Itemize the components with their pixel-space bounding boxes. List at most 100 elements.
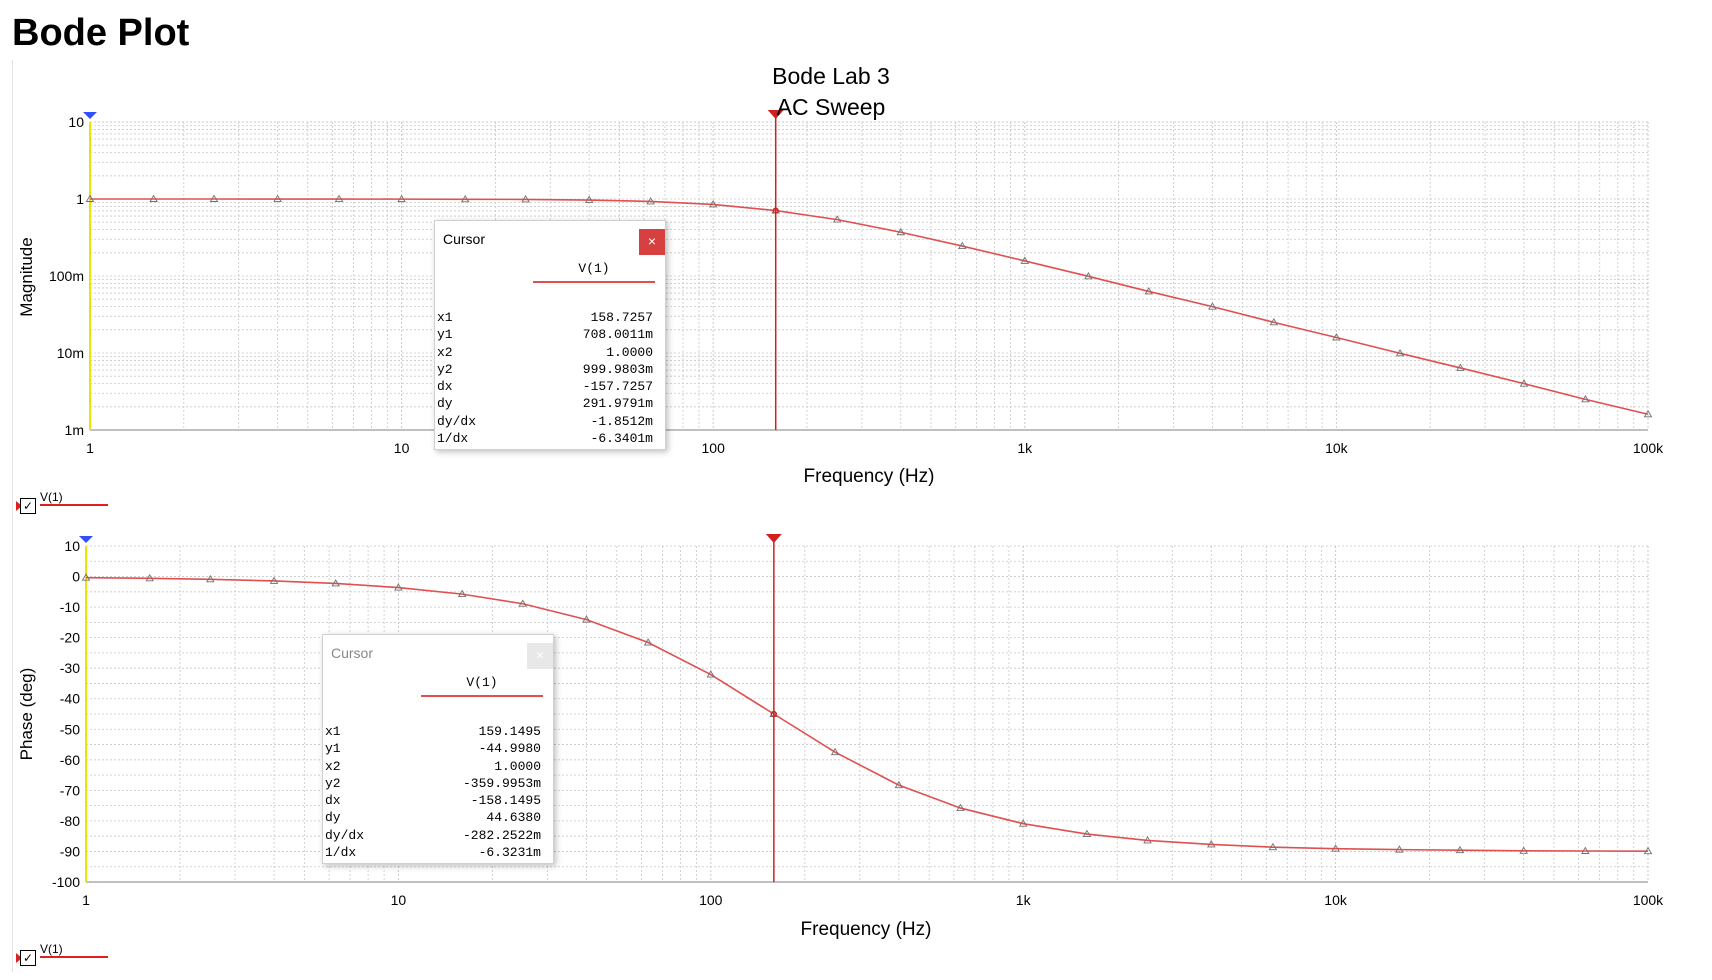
data-point xyxy=(832,215,842,223)
cursor-column-swatch xyxy=(421,695,543,697)
y-tick-label: -40 xyxy=(60,691,80,707)
cursor-panel-phase[interactable]: Cursor × V(1) x1 159.1495 y1 -44.9980 x2 1.00… xyxy=(322,634,554,864)
cursor-row-value: 291.9791m xyxy=(582,396,653,412)
close-icon[interactable]: × xyxy=(527,643,553,669)
data-point xyxy=(1395,845,1404,853)
cursor-row-label: y1 xyxy=(325,741,341,757)
y-tick-label: 100m xyxy=(49,268,84,284)
cursor-row-value: -359.9953m xyxy=(462,775,541,791)
cursor-row: dx -158.1495 xyxy=(325,792,541,809)
series-line xyxy=(90,198,1649,416)
data-point xyxy=(1581,846,1590,854)
y-tick-label: 0 xyxy=(72,569,80,585)
cursor-row: dx -157.7257 xyxy=(437,378,653,395)
cursor-panel-title: Cursor xyxy=(443,231,486,247)
data-point xyxy=(334,194,344,203)
y-tick-label: 10 xyxy=(68,114,84,130)
data-point xyxy=(1456,363,1465,371)
data-point xyxy=(646,197,655,205)
cursor-row-value: 708.0011m xyxy=(582,327,653,343)
legend-checkbox[interactable]: ✓ xyxy=(20,498,36,514)
y-axis-label: Magnitude xyxy=(17,237,36,316)
cursor-row: dy 44.6380 xyxy=(325,809,541,826)
cursor-row: x1 158.7257 xyxy=(437,309,653,326)
cursor-row: 1/dx -6.3401m xyxy=(437,430,653,447)
data-point xyxy=(957,241,967,249)
data-point xyxy=(397,194,406,203)
cursor-row-value: -282.2522m xyxy=(462,827,541,843)
data-point xyxy=(85,194,95,202)
data-point xyxy=(708,200,718,208)
data-point xyxy=(584,195,594,203)
cursor-row-label: dx xyxy=(437,379,453,395)
grid xyxy=(85,545,1649,883)
cursor-panel-magnitude[interactable]: Cursor × V(1) x1 158.7257 y1 708.0011m x2 1.0… xyxy=(434,220,666,450)
grid xyxy=(89,121,1649,431)
y-tick-label: -10 xyxy=(60,599,80,615)
data-point xyxy=(1084,271,1093,280)
magnitude-chart[interactable]: Frequency (Hz) Magnitude 1 10 100 1k 10k 100k… xyxy=(17,63,1664,487)
cursor-panel-title: Cursor xyxy=(331,645,374,661)
x-tick-label: 10k xyxy=(1325,440,1349,456)
data-point xyxy=(1020,256,1030,264)
cursor-row-label: y2 xyxy=(437,361,453,377)
x-axis-label: Frequency (Hz) xyxy=(804,466,935,487)
data-point xyxy=(457,589,467,598)
data-point xyxy=(1208,302,1217,310)
data-point xyxy=(394,583,403,591)
cursor-row-value: 1.0000 xyxy=(494,758,541,774)
x-tick-label: 100k xyxy=(1633,440,1664,456)
cursor-row-value: 158.7257 xyxy=(590,310,653,325)
data-point xyxy=(1268,842,1278,851)
phase-chart[interactable]: Frequency (Hz) Phase (deg) 1 10 100 1k 10k 10… xyxy=(17,534,1664,940)
x-tick-label: 100k xyxy=(1633,892,1664,908)
data-point xyxy=(1581,394,1590,403)
cursor-column-header: V(1) xyxy=(466,675,498,690)
legend-label: V(1) xyxy=(40,942,63,956)
cursor-row: y1 708.0011m xyxy=(437,326,653,343)
y-tick-label: -80 xyxy=(60,813,80,829)
cursor-row-value: -157.7257 xyxy=(582,379,653,395)
cursor-row-value: -44.9980 xyxy=(478,741,541,757)
cursor-row-label: x1 xyxy=(437,310,453,325)
data-point xyxy=(206,574,215,583)
data-point xyxy=(643,638,653,646)
cursor-row: x1 159.1495 xyxy=(325,723,541,740)
cursor-row: y2 -359.9953m xyxy=(325,775,541,792)
cursor-row-label: dy/dx xyxy=(437,413,477,429)
y-tick-label: -20 xyxy=(60,630,80,646)
chart-subtitle: AC Sweep xyxy=(777,94,886,120)
legend-phase[interactable]: ✓ V(1) xyxy=(16,942,116,968)
trace-marker-icon xyxy=(16,953,22,963)
legend-swatch xyxy=(40,504,108,506)
x-tick-label: 1k xyxy=(1016,892,1032,908)
cursor-row-label: y1 xyxy=(437,327,453,343)
data-point xyxy=(1144,287,1154,295)
data-point xyxy=(1269,317,1279,326)
legend-magnitude[interactable]: ✓ V(1) xyxy=(16,490,116,516)
chart-title: Bode Lab 3 xyxy=(772,63,890,89)
cursor-row-label: dx xyxy=(325,793,341,809)
cursor-column-header: V(1) xyxy=(578,261,610,276)
y-tick-label: -50 xyxy=(60,721,80,737)
cursor-1-point xyxy=(770,710,777,718)
y-tick-label: -30 xyxy=(60,660,80,676)
close-icon[interactable]: × xyxy=(639,229,665,255)
data-point xyxy=(518,599,527,607)
x-tick-label: 1 xyxy=(82,892,90,908)
data-point xyxy=(956,803,965,812)
cursor-row-value: -6.3401m xyxy=(590,431,653,447)
data-point xyxy=(1082,829,1092,837)
data-point xyxy=(149,194,158,202)
x-axis-label: Frequency (Hz) xyxy=(801,919,932,940)
data-point xyxy=(1018,819,1028,827)
cursor-1-point xyxy=(772,207,779,214)
cursor-row: dy 291.9791m xyxy=(437,395,653,412)
data-point xyxy=(1455,845,1465,854)
data-point xyxy=(273,194,282,202)
cursor-row: dy/dx -1.8512m xyxy=(437,413,653,430)
cursor-row-label: dy/dx xyxy=(325,827,365,843)
x-tick-label: 100 xyxy=(699,892,723,908)
data-point xyxy=(896,227,906,236)
legend-checkbox[interactable]: ✓ xyxy=(20,950,36,966)
